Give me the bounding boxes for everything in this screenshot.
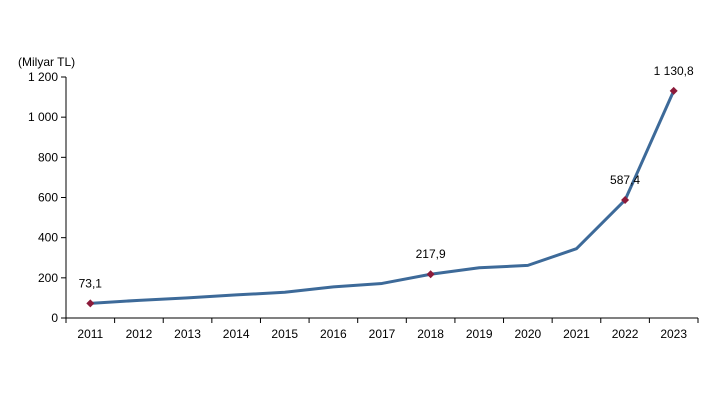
- data-point-marker: [426, 270, 435, 279]
- data-point-marker: [669, 86, 678, 95]
- data-point-marker: [621, 196, 630, 205]
- x-tick-label: 2011: [77, 327, 103, 341]
- x-tick-label: 2021: [563, 327, 590, 341]
- x-tick-label: 2012: [126, 327, 153, 341]
- data-label: 587,4: [610, 173, 640, 187]
- x-tick-label: 2023: [660, 327, 687, 341]
- x-tick-label: 2016: [320, 327, 347, 341]
- x-tick-label: 2019: [466, 327, 493, 341]
- x-tick-label: 2020: [514, 327, 541, 341]
- data-label: 1 130,8: [654, 64, 694, 78]
- x-tick-label: 2018: [417, 327, 444, 341]
- x-tick-label: 2015: [271, 327, 298, 341]
- x-tick-label: 2013: [174, 327, 201, 341]
- x-tick-label: 2017: [369, 327, 396, 341]
- data-labels: 73,1 217,9 587,4 1 130,8: [79, 64, 694, 290]
- data-label: 73,1: [79, 276, 103, 290]
- x-tick-label: 2014: [223, 327, 250, 341]
- series-group: [86, 86, 678, 308]
- y-tick-label: 0: [51, 311, 58, 325]
- y-tick-label: 800: [38, 150, 58, 164]
- y-tick-label: 200: [38, 271, 58, 285]
- data-label: 217,9: [416, 247, 446, 261]
- y-tick-label: 1 000: [28, 110, 58, 124]
- series-line: [90, 90, 676, 305]
- y-tick-label: 1 200: [28, 70, 58, 84]
- y-tick-label: 600: [38, 191, 58, 205]
- y-axis-label: (Milyar TL): [18, 55, 75, 69]
- y-tick-label: 400: [38, 231, 58, 245]
- x-tick-label: 2022: [612, 327, 639, 341]
- x-axis: 2011 2012 2013 2014 2015 2016 2017 2018 2019 2020…: [65, 317, 699, 341]
- y-axis: 0 200 400 600 800 1 000 1 200: [28, 70, 67, 325]
- data-point-marker: [86, 299, 95, 308]
